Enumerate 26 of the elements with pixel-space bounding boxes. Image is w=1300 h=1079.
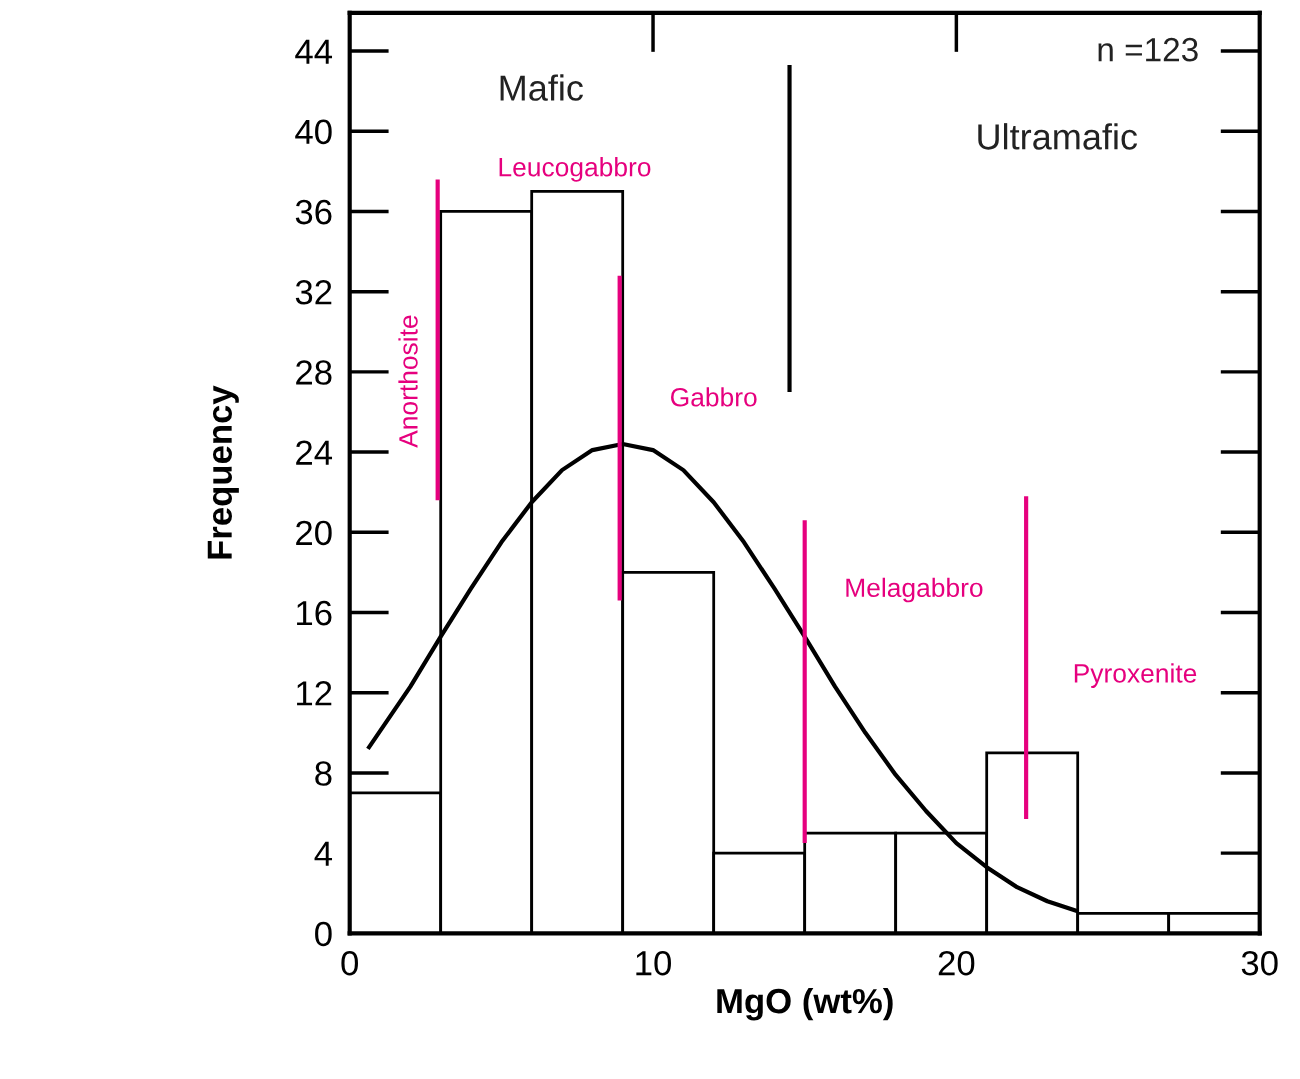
x-tick-label: 30 <box>1241 950 1278 976</box>
annotation: Mafic <box>500 74 583 101</box>
annotation: Gabbro <box>671 387 757 407</box>
y-tick-label: 16 <box>297 600 332 626</box>
y-tick-label: 0 <box>315 921 332 947</box>
y-tick-label: 32 <box>295 280 332 305</box>
annotation: Ultramafic <box>978 123 1138 150</box>
y-tick-label: 36 <box>295 199 332 225</box>
annotation: Melagabbro <box>846 577 983 603</box>
y-tick-label: 24 <box>296 440 333 465</box>
x-axis-title: MgO (wt%) <box>717 987 893 1021</box>
y-tick-label: 40 <box>295 119 332 145</box>
y-tick-label: 4 <box>314 841 333 866</box>
y-tick-label: 44 <box>295 39 333 64</box>
annotation: Leucogabbro <box>499 157 651 182</box>
x-tick-label: 20 <box>938 950 975 976</box>
annotation: n =123 <box>1098 37 1198 62</box>
y-axis-title: Frequency <box>207 385 239 559</box>
x-tick-label: 0 <box>341 950 358 976</box>
x-tick-label: 10 <box>636 950 671 976</box>
y-tick-label: 8 <box>315 761 332 786</box>
y-tick-label: 28 <box>296 360 332 385</box>
annotation: Pyroxenite <box>1074 663 1197 688</box>
y-tick-label: 12 <box>297 681 332 706</box>
annotation: Anorthosite <box>398 315 418 448</box>
y-tick-label: 20 <box>296 520 332 546</box>
